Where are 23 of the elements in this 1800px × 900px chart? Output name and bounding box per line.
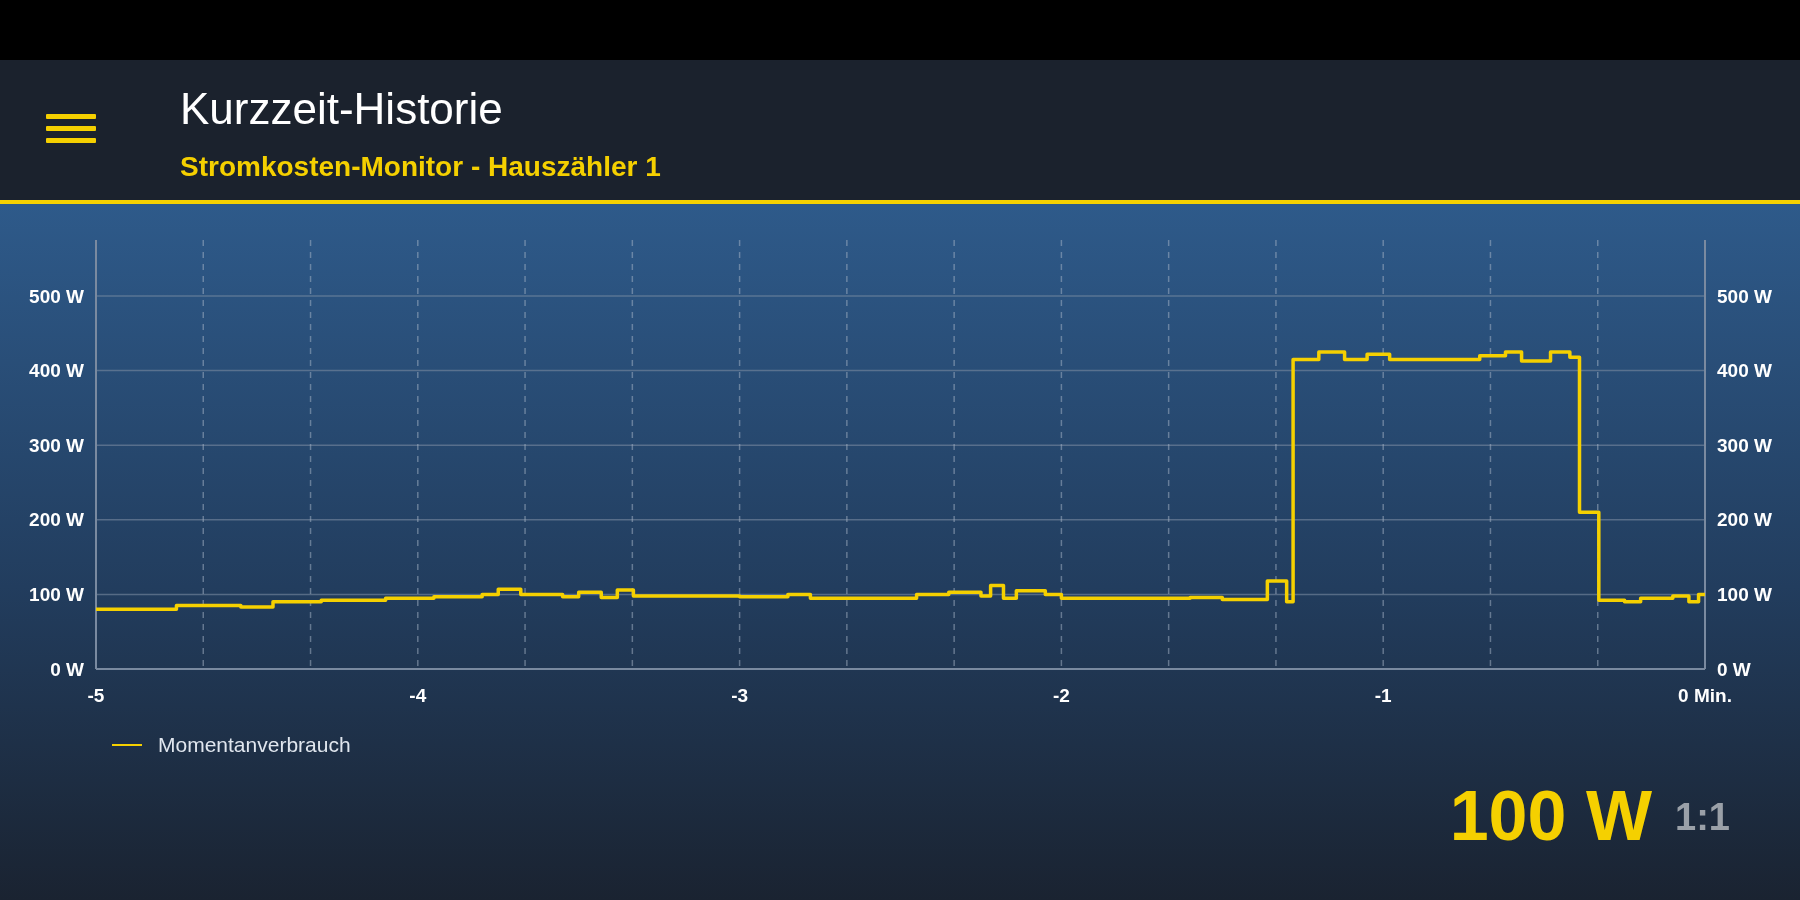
y-tick-label: 300 W xyxy=(29,434,85,456)
y2-tick-label: 500 W xyxy=(1717,285,1772,307)
x-tick-label: -5 xyxy=(87,685,105,706)
legend-label: Momentanverbrauch xyxy=(158,733,351,757)
x-tick-label: -1 xyxy=(1374,685,1393,706)
y-tick-label: 0 W xyxy=(50,658,85,680)
y-tick-label: 400 W xyxy=(29,360,85,382)
x-tick-label: -3 xyxy=(731,685,749,706)
y-tick-label: 500 W xyxy=(29,285,85,307)
y2-tick-label: 0 W xyxy=(1717,658,1751,680)
x-tick-label: 0 Min. xyxy=(1678,685,1732,706)
text: 100 W xyxy=(1449,777,1652,855)
x-tick-label: -2 xyxy=(1052,685,1070,706)
y2-tick-label: 200 W xyxy=(1717,509,1772,531)
text: 1:1 xyxy=(1675,796,1730,838)
y2-tick-label: 300 W xyxy=(1717,434,1772,456)
x-tick-label: -4 xyxy=(409,685,427,706)
y2-tick-label: 100 W xyxy=(1717,584,1772,606)
chart-title: Kurzzeit-Historie xyxy=(180,84,503,133)
y2-tick-label: 400 W xyxy=(1717,360,1772,382)
y-tick-label: 200 W xyxy=(29,509,85,531)
y-tick-label: 100 W xyxy=(29,584,85,606)
chart-subtitle: Stromkosten-Monitor - Hauszähler 1 xyxy=(180,151,661,182)
